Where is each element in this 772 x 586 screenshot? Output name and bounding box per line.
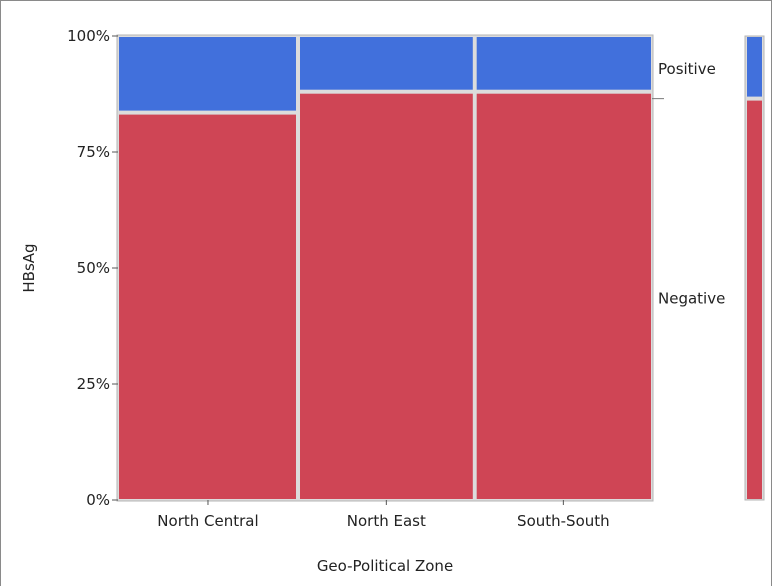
legend-label-positive: Positive: [658, 60, 716, 78]
overall-bar: [744, 35, 765, 501]
mosaic-cell-south-south-negative: [476, 93, 651, 499]
x-tick-label: North East: [347, 512, 426, 530]
mosaic-cell-south-south-positive: [476, 37, 651, 90]
overall-bar-positive: [747, 37, 762, 97]
y-tick-label: 25%: [77, 375, 110, 393]
x-tick-label: South-South: [517, 512, 610, 530]
y-axis-label: HBsAg: [20, 243, 38, 292]
x-axis: North Central North East South-South: [157, 500, 610, 530]
y-tick-label: 75%: [77, 143, 110, 161]
mosaic-cells: [119, 37, 651, 499]
overall-bar-negative: [747, 100, 762, 499]
mosaic-cell-north-central-negative: [119, 114, 296, 499]
mosaic-cell-north-east-positive: [300, 37, 473, 90]
x-axis-label: Geo-Political Zone: [317, 557, 453, 575]
y-tick-label: 50%: [77, 259, 110, 277]
legend-label-negative: Negative: [658, 289, 725, 307]
y-tick-label: 100%: [67, 27, 110, 45]
mosaic-cell-north-east-negative: [300, 93, 473, 499]
mosaic-cell-north-central-positive: [119, 37, 296, 111]
legend: Negative Positive: [652, 60, 725, 307]
y-axis: 0% 25% 50% 75% 100%: [67, 27, 118, 509]
y-tick-label: 0%: [86, 491, 110, 509]
x-tick-label: North Central: [157, 512, 258, 530]
